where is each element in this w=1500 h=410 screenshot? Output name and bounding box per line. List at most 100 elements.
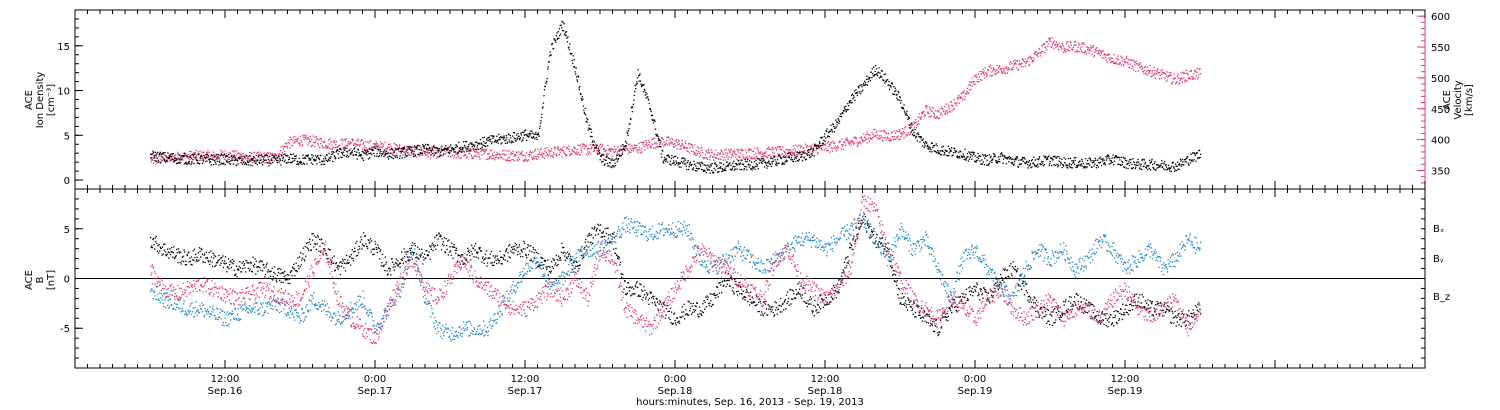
point-density (1121, 160, 1123, 163)
point-velocity (1115, 57, 1118, 59)
point-density (270, 163, 272, 165)
point-velocity (428, 148, 430, 150)
point-density (360, 154, 362, 156)
point-velocity (978, 76, 981, 78)
point-density (1102, 158, 1104, 160)
point-velocity (363, 142, 365, 144)
point-velocity (852, 143, 855, 145)
point-density (303, 157, 305, 160)
point-density (935, 143, 937, 145)
point-density (1143, 165, 1145, 168)
point-velocity (496, 152, 498, 154)
point-velocity (569, 155, 571, 157)
point-density (453, 148, 456, 150)
point-velocity (1042, 51, 1044, 53)
point-density (853, 96, 855, 98)
point-velocity (830, 142, 832, 144)
point-velocity (1013, 60, 1015, 62)
point-velocity (357, 140, 359, 142)
point-velocity (203, 152, 205, 154)
point-density (794, 156, 796, 159)
point-velocity (577, 144, 579, 146)
point-density (516, 138, 518, 140)
point-bx (177, 248, 180, 250)
point-velocity (224, 150, 226, 152)
point-density (599, 159, 601, 161)
point-density (462, 147, 464, 149)
point-density (378, 149, 380, 151)
point-density (730, 164, 732, 166)
point-density (1027, 167, 1029, 169)
point-density (460, 148, 462, 151)
point-density (963, 155, 965, 157)
point-velocity (931, 110, 933, 112)
point-density (383, 155, 385, 158)
point-density (778, 154, 781, 156)
point-density (673, 160, 675, 162)
point-density (927, 148, 929, 150)
point-density (293, 159, 296, 161)
x-tick-time-3: 0:00 (664, 374, 686, 385)
point-density (807, 151, 809, 154)
point-density (1005, 163, 1008, 165)
point-velocity (438, 148, 440, 151)
point-velocity (293, 142, 295, 144)
point-velocity (427, 156, 429, 158)
point-velocity (471, 156, 473, 158)
point-velocity (1143, 72, 1145, 75)
point-velocity (684, 140, 686, 143)
point-velocity (692, 151, 695, 153)
point-density (412, 153, 414, 155)
point-density (332, 160, 334, 163)
point-velocity (537, 153, 539, 155)
point-density (473, 144, 475, 146)
point-density (871, 77, 873, 79)
point-velocity (235, 158, 237, 160)
point-density (466, 146, 469, 148)
point-velocity (871, 138, 873, 140)
point-density (459, 147, 461, 149)
point-density (659, 139, 661, 141)
point-density (487, 139, 489, 142)
point-velocity (861, 137, 863, 139)
point-density (167, 156, 170, 158)
point-density (714, 169, 717, 171)
point-velocity (420, 147, 422, 149)
point-density (1015, 156, 1018, 158)
point-density (742, 163, 745, 166)
point-velocity (582, 145, 584, 148)
point-velocity (1033, 52, 1035, 54)
point-density (1135, 164, 1137, 166)
point-density (770, 165, 772, 168)
point-density (578, 88, 581, 91)
point-velocity (540, 147, 542, 150)
point-velocity (643, 145, 646, 148)
point-density (786, 160, 788, 162)
point-density (973, 153, 975, 156)
point-density (278, 161, 281, 163)
point-density (342, 151, 345, 153)
point-density (1067, 158, 1070, 160)
point-density (398, 148, 400, 150)
point-velocity (728, 151, 731, 153)
point-bx (168, 251, 171, 254)
point-density (981, 163, 983, 165)
point-density (1140, 168, 1143, 171)
point-velocity (987, 68, 989, 71)
point-velocity (866, 131, 868, 133)
point-velocity (1155, 72, 1157, 74)
point-density (484, 145, 486, 147)
point-density (1198, 150, 1200, 152)
point-velocity (983, 74, 985, 76)
point-velocity (340, 139, 342, 141)
point-velocity (453, 157, 455, 159)
point-bx (164, 243, 166, 245)
point-density (1092, 161, 1095, 163)
point-velocity (1064, 48, 1067, 50)
point-velocity (779, 146, 782, 148)
point-density (444, 147, 446, 150)
point-velocity (377, 145, 380, 147)
point-velocity (286, 143, 288, 145)
point-velocity (415, 156, 418, 158)
point-density (1178, 163, 1181, 165)
